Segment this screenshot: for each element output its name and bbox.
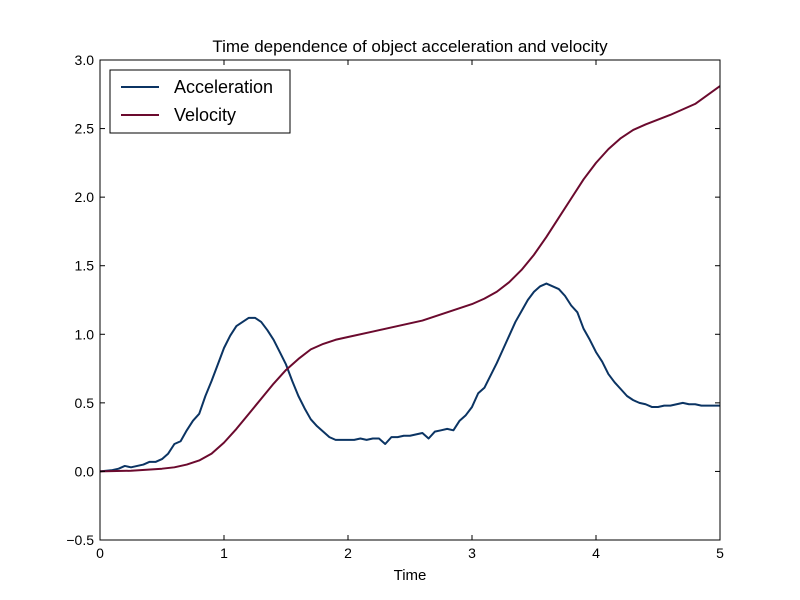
y-tick-label: −0.5 <box>66 532 94 548</box>
legend: Acceleration Velocity <box>109 69 291 134</box>
y-tick-label: 0.5 <box>75 395 95 411</box>
chart-title: Time dependence of object acceleration a… <box>212 37 608 56</box>
series-line-velocity <box>100 85 720 473</box>
x-axis-label: Time <box>394 567 427 584</box>
x-tick-label: 0 <box>96 545 104 561</box>
x-tick-label: 5 <box>716 545 724 561</box>
y-tick-label: 1.0 <box>75 326 95 342</box>
x-tick-label: 1 <box>220 545 228 561</box>
legend-label-velocity: Velocity <box>174 105 236 125</box>
y-tick-label: 3.0 <box>75 52 95 68</box>
x-tick-label: 2 <box>344 545 352 561</box>
y-tick-label: 2.5 <box>75 121 95 137</box>
plot-frame <box>99 59 721 541</box>
series-line-acceleration <box>100 282 720 473</box>
x-tick-label: 3 <box>468 545 476 561</box>
y-tick-label: 1.5 <box>75 258 95 274</box>
legend-label-acceleration: Acceleration <box>174 77 273 97</box>
legend-box <box>109 69 291 134</box>
y-tick-label: 0.0 <box>75 463 95 479</box>
x-tick-label: 4 <box>592 545 600 561</box>
y-tick-label: 2.0 <box>75 189 95 205</box>
